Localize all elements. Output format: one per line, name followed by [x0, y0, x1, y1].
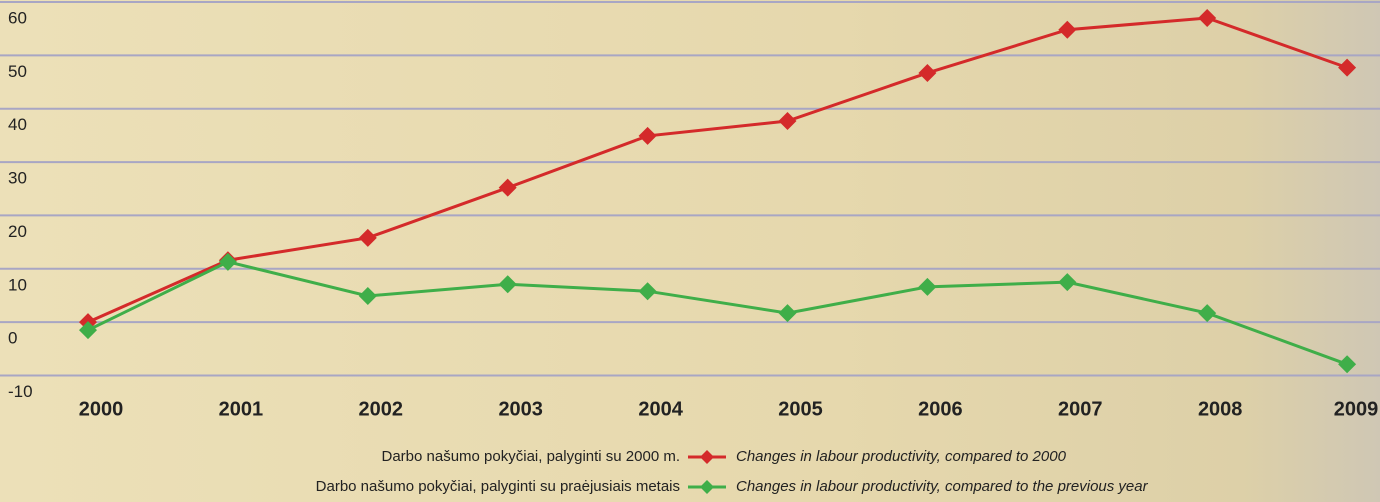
x-tick-label: 2003	[498, 398, 543, 420]
x-tick-label: 2001	[219, 398, 264, 420]
y-tick-label: 10	[8, 275, 27, 294]
legend-label: Changes in labour productivity, compared…	[736, 478, 1149, 495]
legend-label-lt: Darbo našumo pokyčiai, palyginti su praė…	[316, 478, 680, 495]
x-tick-label: 2004	[638, 398, 683, 420]
y-tick-label: 0	[8, 329, 17, 348]
y-tick-label: 50	[8, 62, 27, 81]
y-tick-label: -10	[8, 382, 33, 401]
x-tick-label: 2009	[1334, 398, 1379, 420]
marker	[499, 179, 517, 197]
y-tick-label: 20	[8, 222, 27, 241]
marker	[1198, 9, 1216, 27]
x-tick-label: 2002	[359, 398, 404, 420]
marker	[639, 127, 657, 145]
series-line	[88, 18, 1347, 322]
y-tick-label: 30	[8, 169, 27, 188]
marker	[359, 287, 377, 305]
marker	[918, 278, 936, 296]
y-tick-label: 40	[8, 115, 27, 134]
marker	[1338, 355, 1356, 373]
y-tick-label: 60	[8, 8, 27, 27]
x-tick-label: 2005	[778, 398, 823, 420]
marker	[1058, 273, 1076, 291]
legend-label: Changes in labour productivity, compared…	[736, 448, 1067, 465]
marker	[359, 229, 377, 247]
marker	[1338, 59, 1356, 77]
legend-label-lt: Darbo našumo pokyčiai, palyginti su 2000…	[382, 448, 681, 465]
marker	[1198, 304, 1216, 322]
marker	[779, 304, 797, 322]
marker	[639, 282, 657, 300]
x-tick-label: 2006	[918, 398, 963, 420]
marker	[918, 64, 936, 82]
x-tick-label: 2000	[79, 398, 124, 420]
marker	[1058, 21, 1076, 39]
series-line	[88, 262, 1347, 364]
legend-marker	[700, 480, 714, 494]
x-tick-label: 2007	[1058, 398, 1103, 420]
chart: -10 0 10 20 30 40 50 60 2000 2001 2002 2003 2004 2005…	[0, 0, 1380, 502]
x-tick-label: 2008	[1198, 398, 1243, 420]
marker	[499, 275, 517, 293]
legend-marker	[700, 450, 714, 464]
marker	[779, 112, 797, 130]
